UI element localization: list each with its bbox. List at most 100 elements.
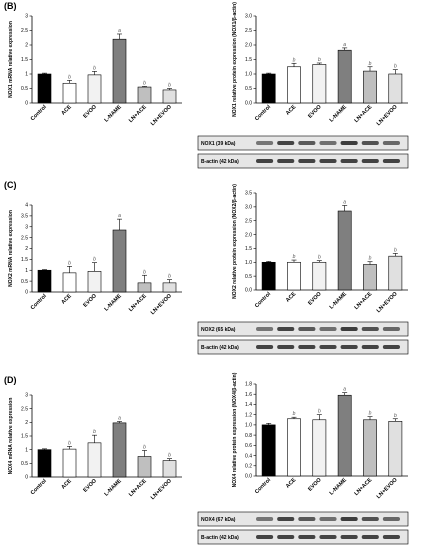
- bar: [313, 420, 326, 476]
- y-tick-label: 1.8: [245, 382, 252, 388]
- significance-letter: b: [293, 411, 296, 417]
- bar: [262, 425, 275, 476]
- blot-band: [298, 345, 315, 349]
- blot-band: [277, 535, 294, 539]
- blot-band: [362, 159, 379, 163]
- category-label: LN+ACE: [128, 293, 148, 313]
- significance-letter: b: [318, 57, 321, 63]
- blot-band: [341, 159, 358, 163]
- significance-letter: b: [293, 57, 296, 63]
- blot-band: [256, 535, 273, 539]
- y-tick-label: 0.8: [245, 433, 252, 439]
- blot-band: [319, 345, 336, 349]
- category-label: ACE: [60, 293, 73, 306]
- category-label: LN+EVOO: [376, 477, 399, 500]
- blot-band: [319, 327, 336, 331]
- y-tick-label: 0.5: [21, 86, 28, 92]
- y-tick-label: 2.5: [21, 28, 28, 34]
- bar: [38, 74, 51, 103]
- blot-band: [341, 141, 358, 145]
- blot-band: [383, 535, 400, 539]
- y-tick-label: 4: [25, 203, 28, 209]
- y-tick-label: 1: [25, 72, 28, 78]
- category-label: ACE: [60, 478, 73, 491]
- significance-letter: b: [369, 61, 372, 67]
- bar: [287, 262, 300, 290]
- chart-C-mrna: (C) 0 0.5 1 1.5 2 2.5 3 3.5 4 NOX2 mRNA relative e…: [4, 180, 182, 316]
- y-tick-label: 2.5: [21, 235, 28, 241]
- bar: [38, 270, 51, 292]
- category-label: Control: [30, 478, 48, 496]
- category-label: ACE: [285, 477, 298, 490]
- bar: [313, 64, 326, 103]
- chart-D-mrna: (D) 0 0.5 1 1.5 2 2.5 3 NOX4 mRNA relative expre…: [4, 375, 182, 501]
- blot-band: [256, 517, 273, 521]
- bar: [38, 450, 51, 477]
- category-label: LN+ACE: [354, 477, 374, 497]
- significance-letter: b: [168, 453, 171, 459]
- y-tick-label: 0: [25, 101, 28, 107]
- category-label: EVOO: [307, 477, 323, 493]
- y-tick-label: 0.0: [245, 101, 252, 107]
- category-label: EVOO: [82, 478, 98, 494]
- bar: [163, 283, 176, 292]
- blot-band: [362, 517, 379, 521]
- blot-band: [298, 159, 315, 163]
- blot-band: [298, 517, 315, 521]
- blot-band: [256, 141, 273, 145]
- significance-letter: a: [118, 28, 121, 34]
- bar: [138, 283, 151, 292]
- blot-band: [277, 345, 294, 349]
- y-axis-label: NOX4 mRNA relative expression: [8, 398, 14, 475]
- significance-letter: b: [369, 411, 372, 417]
- category-label: EVOO: [307, 291, 323, 307]
- category-label: EVOO: [82, 293, 98, 309]
- category-label: EVOO: [82, 104, 98, 120]
- bar: [363, 265, 376, 290]
- blot-band: [383, 517, 400, 521]
- bar: [389, 74, 402, 103]
- blot-band: [277, 517, 294, 521]
- category-label: Control: [254, 291, 272, 309]
- y-tick-label: 3: [25, 224, 28, 230]
- category-label: ACE: [285, 104, 298, 117]
- significance-letter: b: [168, 274, 171, 280]
- blot-label: NOX2 (65 kDa): [201, 327, 236, 333]
- y-tick-label: 2.5: [245, 218, 252, 224]
- y-tick-label: 0.5: [21, 461, 28, 467]
- bar: [88, 443, 101, 477]
- significance-letter: a: [118, 213, 121, 219]
- significance-letter: a: [343, 387, 346, 393]
- y-tick-label: 2.0: [245, 43, 252, 49]
- category-label: LN+ACE: [354, 291, 374, 311]
- blot-band: [319, 159, 336, 163]
- bar: [363, 420, 376, 476]
- significance-letter: b: [293, 254, 296, 260]
- panel-label: (C): [4, 180, 17, 190]
- y-tick-label: 2: [25, 420, 28, 426]
- bar: [389, 421, 402, 476]
- bar: [313, 262, 326, 290]
- bar: [113, 230, 126, 292]
- category-label: LN+ACE: [128, 104, 148, 124]
- blot-band: [298, 535, 315, 539]
- bar: [262, 74, 275, 103]
- significance-letter: b: [143, 269, 146, 275]
- bar: [88, 75, 101, 103]
- category-label: L-NAME: [104, 293, 124, 313]
- category-label: LN+ACE: [128, 478, 148, 498]
- significance-letter: b: [394, 247, 397, 253]
- significance-letter: b: [394, 413, 397, 419]
- y-tick-label: 1.5: [21, 434, 28, 440]
- category-label: Control: [254, 104, 272, 122]
- bar: [63, 449, 76, 477]
- significance-letter: b: [68, 74, 71, 80]
- y-tick-label: 0.5: [245, 86, 252, 92]
- y-axis-label: NOX4 relative protein expression (NOX4/β…: [232, 372, 238, 487]
- category-label: Control: [254, 477, 272, 495]
- bar: [287, 419, 300, 476]
- significance-letter: b: [143, 80, 146, 86]
- bar: [163, 461, 176, 477]
- significance-letter: b: [318, 255, 321, 261]
